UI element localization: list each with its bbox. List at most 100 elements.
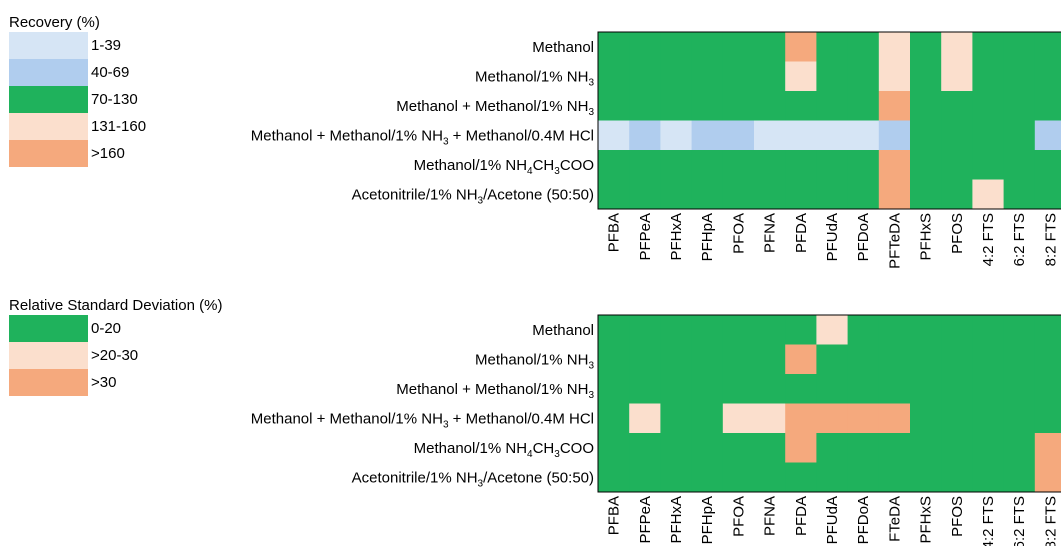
heatmap-cell bbox=[847, 179, 880, 210]
heatmap-cell bbox=[722, 91, 755, 121]
heatmap-cell bbox=[785, 61, 817, 92]
heatmap-cell bbox=[878, 61, 911, 92]
heatmap-cell bbox=[660, 403, 693, 434]
heatmap-cell bbox=[785, 344, 817, 375]
column-label: PFHxS bbox=[918, 213, 935, 261]
column-label: PFDA bbox=[793, 213, 810, 253]
legend-item: 131-160 bbox=[9, 113, 146, 140]
row-label: Methanol/1% NH3​ bbox=[475, 351, 594, 371]
heatmap-cell bbox=[598, 91, 630, 121]
column-label: PFOS bbox=[949, 496, 966, 537]
column-label: PFHxS bbox=[918, 496, 935, 544]
heatmap-cell bbox=[660, 315, 693, 345]
legend-item: 70-130 bbox=[9, 86, 146, 113]
heatmap-cell bbox=[722, 433, 755, 463]
heatmap-cell bbox=[785, 32, 817, 62]
heatmap-cell bbox=[691, 32, 724, 62]
heatmap-cell bbox=[691, 61, 724, 92]
column-label: PFOA bbox=[730, 213, 747, 254]
heatmap-cell bbox=[691, 179, 724, 210]
heatmap-cell bbox=[910, 179, 942, 210]
heatmap-cell bbox=[1003, 344, 1036, 375]
column-label: PFOA bbox=[730, 496, 747, 537]
heatmap-cell bbox=[691, 462, 724, 493]
heatmap-cell bbox=[754, 344, 786, 375]
heatmap-cell bbox=[878, 433, 911, 463]
heatmap-cell bbox=[941, 374, 973, 404]
heatmap-cell bbox=[691, 403, 724, 434]
heatmap-cell bbox=[660, 462, 693, 493]
column-label: PFBA bbox=[606, 213, 623, 252]
heatmap-cell bbox=[598, 120, 630, 151]
heatmap-cell bbox=[847, 315, 880, 345]
heatmap-cell bbox=[754, 120, 786, 151]
heatmap-cell bbox=[910, 403, 942, 434]
row-label: Methanol + Methanol/1% NH3​ bbox=[396, 381, 594, 401]
row-label: Methanol + Methanol/1% NH3​ + Methanol/0… bbox=[251, 127, 594, 147]
legend-swatch bbox=[9, 342, 88, 369]
row-label: Acetonitrile/1% NH3​/Acetone (50:50) bbox=[352, 469, 594, 489]
heatmap-cell bbox=[816, 433, 849, 463]
heatmap-cell bbox=[754, 374, 786, 404]
heatmap-cell bbox=[722, 462, 755, 493]
heatmap-cell bbox=[722, 403, 755, 434]
heatmap-cell bbox=[1034, 61, 1061, 92]
heatmap-cell bbox=[785, 403, 817, 434]
heatmap-cell bbox=[816, 315, 849, 345]
heatmap-cell bbox=[598, 403, 630, 434]
heatmap-cell bbox=[847, 374, 880, 404]
heatmap-cell bbox=[598, 179, 630, 210]
heatmap-cell bbox=[972, 179, 1005, 210]
legend-swatch bbox=[9, 32, 88, 59]
heatmap-cell bbox=[660, 374, 693, 404]
heatmap-cell bbox=[878, 315, 911, 345]
legend-label: 70-130 bbox=[91, 91, 138, 108]
heatmap-cell bbox=[972, 344, 1005, 375]
heatmap-cell bbox=[1034, 462, 1061, 493]
column-label: PFPeA bbox=[637, 213, 654, 261]
heatmap-cell bbox=[722, 315, 755, 345]
heatmap-cell bbox=[816, 61, 849, 92]
heatmap-cell bbox=[910, 61, 942, 92]
heatmap-cell bbox=[847, 61, 880, 92]
heatmap-cell bbox=[972, 374, 1005, 404]
heatmap-cell bbox=[941, 462, 973, 493]
heatmap-cell bbox=[941, 433, 973, 463]
heatmap-cell bbox=[878, 150, 911, 180]
column-label: 4:2 FTS bbox=[980, 496, 997, 546]
column-label: 6:2 FTS bbox=[1011, 213, 1028, 266]
heatmap-cell bbox=[660, 344, 693, 375]
heatmap-cell bbox=[1003, 61, 1036, 92]
heatmap-cell bbox=[691, 91, 724, 121]
heatmap-cell bbox=[754, 433, 786, 463]
column-label: PFBA bbox=[606, 496, 623, 535]
heatmap-cell bbox=[941, 91, 973, 121]
heatmap-cell bbox=[691, 344, 724, 375]
heatmap-cell bbox=[878, 374, 911, 404]
heatmap-cell bbox=[660, 120, 693, 151]
heatmap-cell bbox=[1003, 120, 1036, 151]
legend-label: >30 bbox=[91, 374, 117, 391]
heatmap-frame bbox=[597, 314, 1061, 493]
column-label: PFPeA bbox=[637, 496, 654, 544]
heatmap-cell bbox=[629, 120, 661, 151]
heatmap-cell bbox=[1003, 433, 1036, 463]
heatmap-cell bbox=[910, 433, 942, 463]
legend-label: 131-160 bbox=[91, 118, 147, 135]
heatmap-cell bbox=[972, 61, 1005, 92]
heatmap-frame bbox=[597, 31, 1061, 210]
heatmap-cell bbox=[629, 315, 661, 345]
column-label: PFDoA bbox=[855, 213, 872, 261]
legend-swatch bbox=[9, 369, 88, 396]
heatmap-cell bbox=[754, 150, 786, 180]
column-label: 6:2 FTS bbox=[1011, 496, 1028, 546]
heatmap-cell bbox=[847, 433, 880, 463]
heatmap-cell bbox=[847, 91, 880, 121]
legend-label: >20-30 bbox=[91, 347, 139, 364]
heatmap-cell bbox=[1034, 179, 1061, 210]
heatmap-cell bbox=[691, 120, 724, 151]
heatmap-cell bbox=[629, 374, 661, 404]
column-label: PFHxA bbox=[668, 496, 685, 544]
heatmap-cell bbox=[691, 374, 724, 404]
heatmap-cell bbox=[878, 120, 911, 151]
